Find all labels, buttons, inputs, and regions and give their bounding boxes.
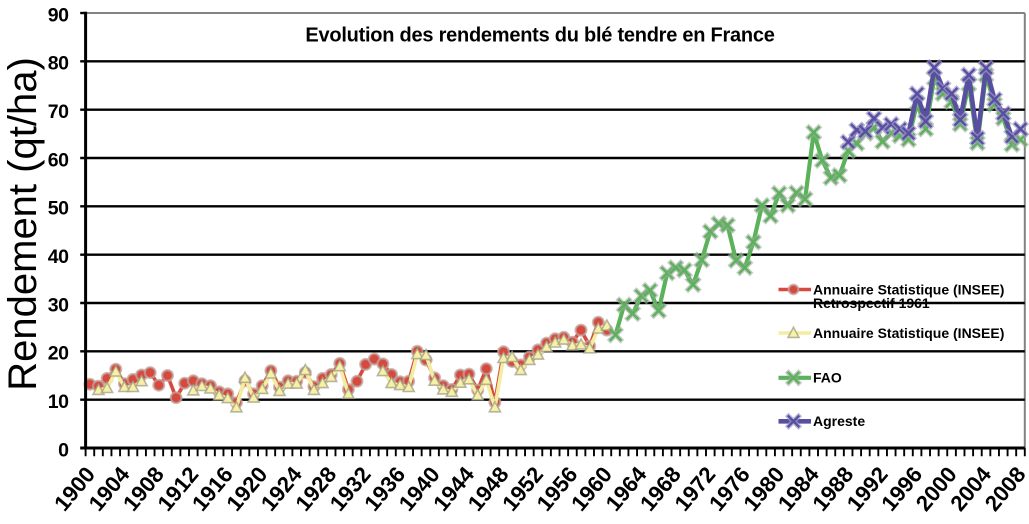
svg-text:60: 60 xyxy=(48,149,69,171)
svg-text:20: 20 xyxy=(48,343,69,365)
svg-text:Annuaire Statistique (INSEE): Annuaire Statistique (INSEE) xyxy=(813,325,1004,341)
svg-text:30: 30 xyxy=(48,294,69,316)
svg-text:80: 80 xyxy=(48,53,69,75)
svg-text:70: 70 xyxy=(48,101,69,123)
svg-text:Evolution des rendements du bl: Evolution des rendements du blé tendre e… xyxy=(305,25,774,47)
svg-text:FAO: FAO xyxy=(813,370,842,386)
svg-text:Annuaire Statistique (INSEE): Annuaire Statistique (INSEE) xyxy=(813,281,1004,297)
svg-text:90: 90 xyxy=(48,4,69,26)
svg-text:40: 40 xyxy=(48,246,69,268)
svg-text:Rendement (qt/ha): Rendement (qt/ha) xyxy=(1,57,45,391)
svg-text:Retrospectif 1961: Retrospectif 1961 xyxy=(813,295,930,311)
svg-text:50: 50 xyxy=(48,198,69,220)
svg-text:10: 10 xyxy=(48,391,69,413)
svg-text:Agreste: Agreste xyxy=(813,413,865,429)
svg-text:0: 0 xyxy=(58,439,69,461)
